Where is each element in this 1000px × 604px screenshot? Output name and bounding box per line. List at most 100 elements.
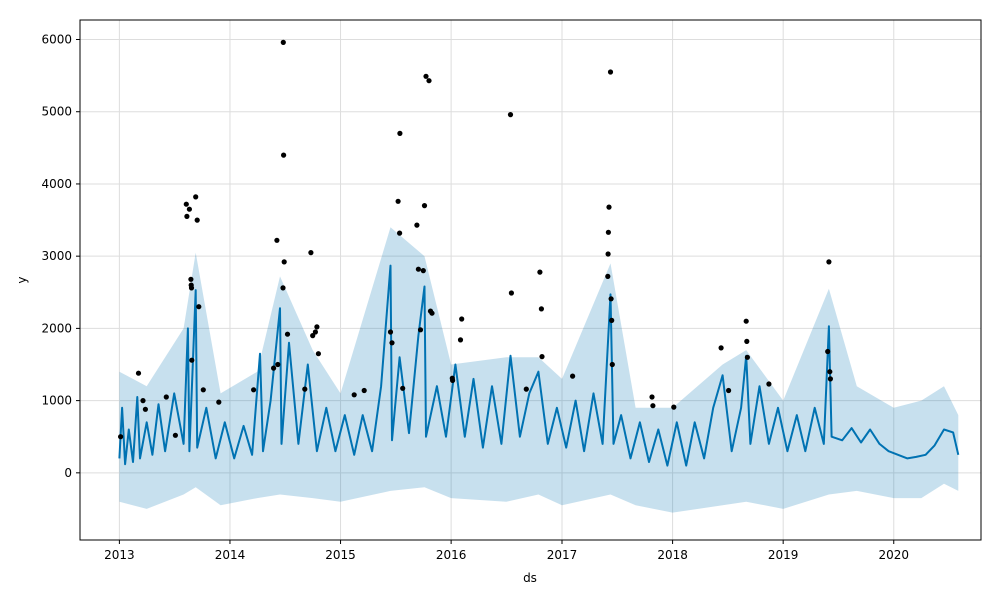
observed-point [302, 386, 308, 392]
observed-point [605, 251, 611, 257]
observed-point [400, 385, 406, 391]
observed-point [284, 331, 291, 337]
observed-point [389, 340, 395, 346]
observed-point [275, 361, 281, 368]
observed-point [726, 387, 732, 394]
observed-point [135, 370, 142, 376]
x-tick-label: 2019 [768, 548, 799, 562]
observed-point [744, 338, 750, 344]
x-tick-label: 2013 [104, 548, 135, 562]
uncertainty-band [119, 227, 959, 513]
y-tick-label: 3000 [41, 249, 72, 263]
observed-point [140, 398, 146, 404]
observed-point [826, 259, 832, 265]
observed-point [397, 130, 403, 136]
observed-point [423, 73, 429, 79]
observed-point [188, 276, 194, 282]
observed-point [609, 317, 615, 323]
observed-point [281, 152, 287, 158]
observed-point [361, 387, 367, 394]
observed-point [450, 377, 456, 383]
observed-point [538, 306, 545, 312]
observed-point [429, 310, 435, 316]
observed-point [539, 354, 545, 360]
x-tick-label: 2014 [215, 548, 246, 562]
observed-point [744, 354, 751, 360]
tick-layer: 2013 2014 2015 2016 2017 2018 2019 2020 0 1000 200… [41, 33, 909, 563]
observed-point [606, 204, 612, 210]
forecast-line [118, 264, 960, 467]
y-tick-label: 0 [64, 466, 72, 480]
interval-band-layer [119, 227, 959, 513]
observed-point [142, 406, 148, 412]
observed-point [312, 329, 318, 335]
observed-point [315, 351, 321, 357]
observed-point [457, 337, 464, 343]
observed-point [251, 387, 257, 393]
observed-point [184, 213, 190, 219]
y-tick-label: 2000 [41, 321, 72, 335]
x-tick-label: 2018 [657, 548, 688, 562]
observed-point [216, 399, 222, 405]
observed-point [605, 273, 611, 279]
observed-point [743, 318, 749, 324]
observed-point [308, 250, 314, 256]
observed-point [387, 329, 394, 335]
observed-point [570, 373, 576, 379]
y-tick-label: 6000 [41, 33, 72, 47]
x-tick-label: 2020 [878, 548, 909, 562]
observed-point [310, 333, 316, 339]
observed-point [827, 369, 833, 375]
observed-point [827, 376, 834, 382]
observed-points-layer [118, 39, 834, 440]
observed-point [280, 285, 286, 291]
observed-point [537, 269, 543, 275]
observed-point [397, 230, 403, 236]
x-tick-label: 2015 [325, 548, 356, 562]
observed-point [766, 381, 772, 387]
observed-point [609, 361, 615, 368]
observed-point [421, 203, 428, 209]
observed-point [420, 268, 426, 274]
observed-point [186, 206, 192, 212]
observed-point [605, 229, 612, 235]
observed-point [188, 285, 195, 291]
observed-point [395, 198, 401, 204]
observed-point [183, 201, 189, 207]
observed-point [671, 404, 677, 410]
observed-point [649, 394, 655, 400]
x-tick-label: 2017 [547, 548, 578, 562]
observed-point [200, 387, 206, 393]
observed-point [608, 296, 614, 302]
observed-point [351, 392, 357, 398]
forecast-line-layer [118, 264, 960, 467]
x-tick-label: 2016 [436, 548, 467, 562]
observed-point [607, 69, 614, 75]
observed-point [825, 348, 831, 355]
observed-point [508, 290, 514, 296]
x-axis-label: ds [523, 571, 537, 585]
observed-point [414, 222, 420, 228]
y-tick-label: 4000 [41, 177, 72, 191]
y-tick-label: 1000 [41, 394, 72, 408]
y-tick-label: 5000 [41, 105, 72, 119]
observed-point [189, 357, 195, 363]
observed-point [271, 365, 277, 371]
observed-point [459, 316, 465, 322]
observed-point [426, 78, 432, 84]
observed-point [415, 266, 421, 272]
observed-point [194, 217, 200, 223]
observed-point [163, 394, 169, 400]
observed-point [274, 237, 280, 243]
y-axis-label: y [15, 276, 29, 283]
observed-point [118, 434, 124, 440]
observed-point [314, 324, 320, 330]
observed-point [281, 259, 287, 265]
observed-point [280, 39, 286, 46]
observed-point [507, 112, 514, 118]
observed-point [193, 194, 199, 200]
observed-point [650, 403, 656, 409]
